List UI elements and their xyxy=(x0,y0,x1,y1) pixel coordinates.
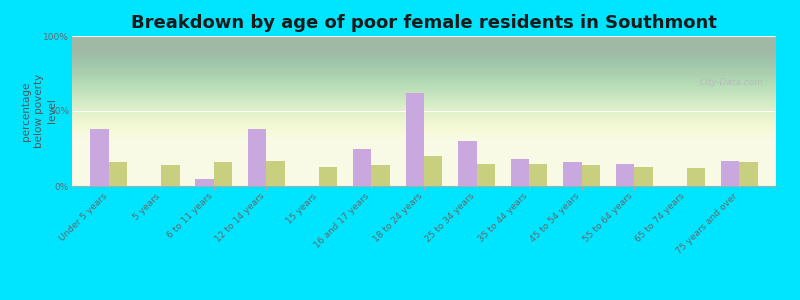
Bar xyxy=(248,129,266,186)
Bar xyxy=(739,162,758,186)
Bar xyxy=(214,162,232,186)
Bar xyxy=(406,93,424,186)
Bar xyxy=(90,129,109,186)
Y-axis label: percentage
below poverty
level: percentage below poverty level xyxy=(21,74,58,148)
Bar xyxy=(162,165,180,186)
Bar xyxy=(458,141,477,186)
Title: Breakdown by age of poor female residents in Southmont: Breakdown by age of poor female resident… xyxy=(131,14,717,32)
Bar xyxy=(109,162,127,186)
Bar xyxy=(353,148,371,186)
Bar xyxy=(634,167,653,186)
Bar xyxy=(529,164,547,186)
Bar xyxy=(424,156,442,186)
Bar xyxy=(319,167,338,186)
Bar xyxy=(510,159,529,186)
Text: City-Data.com: City-Data.com xyxy=(700,78,764,87)
Bar xyxy=(371,165,390,186)
Bar xyxy=(582,165,600,186)
Bar xyxy=(266,160,285,186)
Bar xyxy=(195,178,214,186)
Bar xyxy=(563,162,582,186)
Bar xyxy=(616,164,634,186)
Bar xyxy=(721,160,739,186)
Bar xyxy=(686,168,705,186)
Bar xyxy=(477,164,495,186)
